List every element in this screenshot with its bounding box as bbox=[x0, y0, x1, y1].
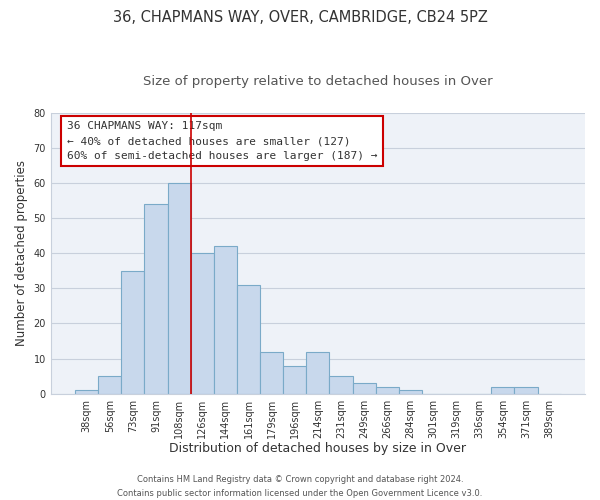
Bar bbox=[260, 352, 283, 394]
Text: Contains HM Land Registry data © Crown copyright and database right 2024.
Contai: Contains HM Land Registry data © Crown c… bbox=[118, 476, 482, 498]
Bar bbox=[167, 183, 191, 394]
Bar bbox=[75, 390, 98, 394]
Bar bbox=[121, 271, 145, 394]
Y-axis label: Number of detached properties: Number of detached properties bbox=[15, 160, 28, 346]
Bar bbox=[307, 352, 329, 394]
Bar bbox=[514, 386, 538, 394]
Bar bbox=[329, 376, 353, 394]
Bar bbox=[491, 386, 514, 394]
Text: 36, CHAPMANS WAY, OVER, CAMBRIDGE, CB24 5PZ: 36, CHAPMANS WAY, OVER, CAMBRIDGE, CB24 … bbox=[113, 10, 487, 25]
Bar bbox=[98, 376, 121, 394]
Bar bbox=[283, 366, 307, 394]
Bar bbox=[376, 386, 399, 394]
Text: 36 CHAPMANS WAY: 117sqm
← 40% of detached houses are smaller (127)
60% of semi-d: 36 CHAPMANS WAY: 117sqm ← 40% of detache… bbox=[67, 121, 377, 161]
Title: Size of property relative to detached houses in Over: Size of property relative to detached ho… bbox=[143, 75, 493, 88]
Bar bbox=[145, 204, 167, 394]
Bar bbox=[399, 390, 422, 394]
Bar bbox=[353, 383, 376, 394]
Bar bbox=[214, 246, 237, 394]
Bar bbox=[237, 285, 260, 394]
Bar bbox=[191, 253, 214, 394]
X-axis label: Distribution of detached houses by size in Over: Distribution of detached houses by size … bbox=[169, 442, 466, 455]
